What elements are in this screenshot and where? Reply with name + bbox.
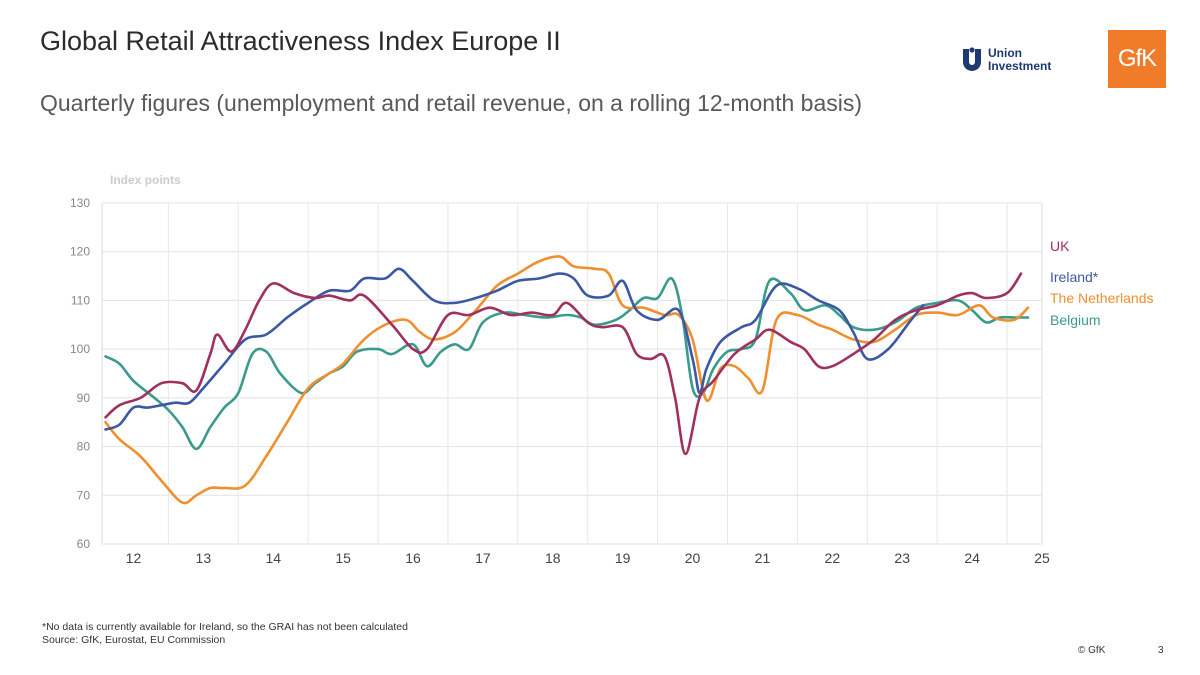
- y-tick-label: 90: [77, 391, 91, 405]
- x-tick-label: 22: [825, 550, 841, 566]
- y-tick-label: 130: [70, 196, 90, 210]
- x-tick-label: 21: [755, 550, 771, 566]
- x-tick-label: 19: [615, 550, 631, 566]
- plot-area: [101, 202, 1043, 545]
- y-tick-label: 100: [70, 342, 90, 356]
- x-tick-label: 15: [335, 550, 351, 566]
- footnote-source: Source: GfK, Eurostat, EU Commission: [42, 634, 226, 646]
- x-tick-label: 20: [685, 550, 701, 566]
- x-tick-label: 12: [126, 550, 142, 566]
- series-line-the-netherlands: [104, 255, 1030, 505]
- footnote: *No data is currently available for Irel…: [42, 621, 408, 647]
- x-tick-label: 17: [475, 550, 491, 566]
- x-tick-label: 24: [964, 550, 980, 566]
- x-tick-label: 14: [265, 550, 281, 566]
- series-line-ireland: [104, 267, 925, 431]
- x-tick-label: 25: [1034, 550, 1050, 566]
- legend-label-uk: UK: [1050, 238, 1070, 254]
- legend-label-belgium: Belgium: [1050, 312, 1101, 328]
- x-tick-label: 13: [196, 550, 212, 566]
- x-tick-label: 16: [405, 550, 421, 566]
- union-investment-wordmark: Union Investment: [988, 46, 1052, 73]
- page-subtitle: Quarterly figures (unemployment and reta…: [40, 90, 863, 116]
- y-tick-label: 110: [71, 293, 90, 307]
- y-axis-label: Index points: [110, 173, 181, 187]
- page-title: Global Retail Attractiveness Index Europ…: [40, 26, 561, 56]
- y-tick-label: 70: [77, 488, 91, 502]
- x-tick-label: 18: [545, 550, 561, 566]
- page-number: 3: [1158, 645, 1164, 656]
- union-investment-logo: Union Investment: [960, 43, 1070, 77]
- x-tick-label: 23: [894, 550, 910, 566]
- y-tick-label: 80: [77, 440, 91, 454]
- legend-label-the-netherlands: The Netherlands: [1050, 290, 1154, 306]
- y-tick-label: 60: [77, 537, 91, 551]
- gfk-logo: GfK: [1108, 30, 1166, 88]
- legend-label-ireland: Ireland*: [1050, 269, 1099, 285]
- union-investment-mark-icon: [963, 47, 981, 71]
- footnote-ireland: *No data is currently available for Irel…: [42, 621, 408, 633]
- series-line-uk: [104, 272, 1023, 456]
- copyright: © GfK: [1078, 645, 1106, 656]
- y-tick-label: 120: [70, 245, 90, 259]
- series-line-belgium: [104, 277, 1030, 451]
